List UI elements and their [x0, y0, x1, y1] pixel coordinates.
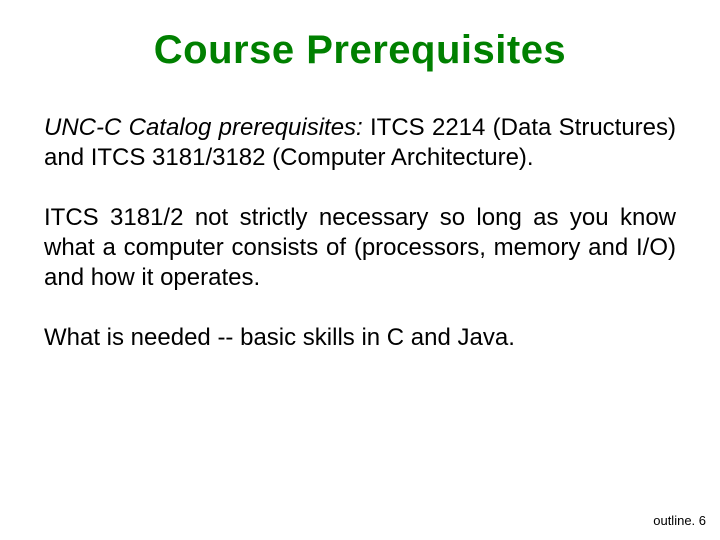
slide-footer: outline. 6 — [653, 513, 706, 528]
slide-title: Course Prerequisites — [44, 28, 676, 73]
para1-italic: UNC-C Catalog prerequisites: — [44, 114, 363, 141]
paragraph-1: UNC-C Catalog prerequisites: ITCS 2214 (… — [44, 113, 676, 173]
slide-container: Course Prerequisites UNC-C Catalog prere… — [0, 0, 720, 540]
paragraph-3: What is needed -- basic skills in C and … — [44, 323, 676, 353]
paragraph-2: ITCS 3181/2 not strictly necessary so lo… — [44, 203, 676, 293]
